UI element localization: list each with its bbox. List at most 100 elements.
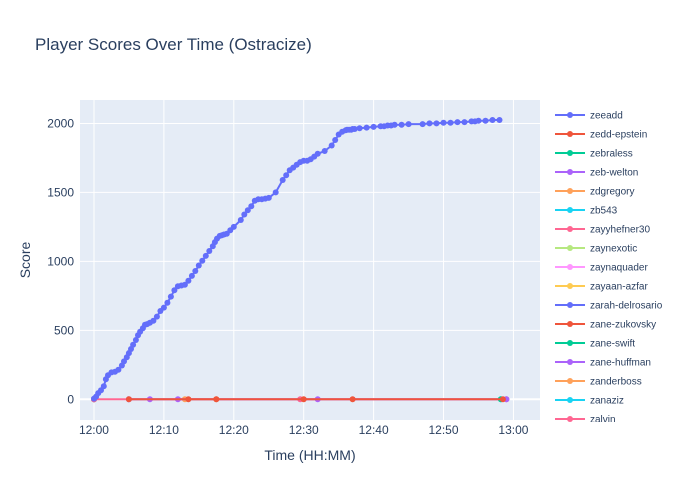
data-point <box>171 287 178 294</box>
data-point <box>314 150 321 157</box>
legend-label: zb543 <box>590 206 618 217</box>
legend-item[interactable]: zane-swift <box>555 339 635 350</box>
data-point <box>370 123 377 130</box>
data-point <box>447 119 454 126</box>
data-point <box>150 317 157 324</box>
legend-item[interactable]: zdgregory <box>555 187 634 198</box>
data-point <box>230 223 237 230</box>
legend-item[interactable]: zeeadd <box>555 111 623 122</box>
legend-label: zeb-welton <box>590 168 638 179</box>
data-point <box>241 211 248 218</box>
legend-label: zayaan-azfar <box>590 282 648 293</box>
data-point <box>213 396 220 403</box>
legend-item[interactable]: zebraless <box>555 149 633 160</box>
data-point <box>300 396 307 403</box>
legend-item[interactable]: zarah-delrosario <box>555 301 663 312</box>
legend-item[interactable]: zayaan-azfar <box>555 282 648 293</box>
data-point <box>356 125 363 132</box>
data-point <box>332 137 339 143</box>
legend-label: zalvin <box>590 415 616 426</box>
legend-marker <box>567 150 573 156</box>
series-zedd-epstein <box>125 396 506 403</box>
legend-label: zedd-epstein <box>590 130 647 141</box>
data-point <box>283 172 290 179</box>
legend-label: zebraless <box>590 149 633 160</box>
data-point <box>265 194 272 201</box>
data-point <box>433 120 440 127</box>
y-tick-label: 2000 <box>47 116 74 130</box>
legend-item[interactable]: zaynexotic <box>555 244 637 255</box>
data-point <box>398 121 405 128</box>
legend-marker <box>567 302 573 308</box>
y-axis-ticks: 0 500 1000 1500 2000 <box>47 116 74 406</box>
legend-item[interactable]: zanaziz <box>555 396 624 407</box>
data-point <box>164 299 171 306</box>
data-point <box>199 257 206 264</box>
x-tick-label: 12:40 <box>359 423 389 437</box>
data-point <box>272 189 279 196</box>
legend-item[interactable]: zayyhefner30 <box>555 225 650 236</box>
data-point <box>125 396 132 403</box>
legend-label: zeeadd <box>590 111 623 122</box>
legend-marker <box>567 340 573 346</box>
data-point <box>237 217 244 223</box>
legend-item[interactable]: zane-zukovsky <box>555 320 656 331</box>
x-axis-title: Time (HH:MM) <box>264 447 355 463</box>
data-point <box>192 268 199 274</box>
data-point <box>454 119 461 126</box>
data-point <box>185 396 192 403</box>
legend-label: zdgregory <box>590 187 634 198</box>
y-tick-label: 500 <box>54 323 74 337</box>
legend-item[interactable]: zanderboss <box>555 377 642 388</box>
data-point <box>475 117 482 124</box>
legend-item[interactable]: zb543 <box>555 206 618 217</box>
data-point <box>496 117 503 123</box>
chart-title: Player Scores Over Time (Ostracize) <box>35 35 312 54</box>
data-point <box>489 117 496 123</box>
data-point <box>181 281 188 288</box>
data-point <box>206 248 213 254</box>
legend-label: zane-zukovsky <box>590 320 656 331</box>
data-point <box>440 119 447 126</box>
legend-label: zayyhefner30 <box>590 225 650 236</box>
grid <box>80 100 540 420</box>
legend-marker <box>567 131 573 137</box>
data-point <box>328 142 335 149</box>
plot-area <box>80 100 540 420</box>
x-tick-label: 13:00 <box>498 423 528 437</box>
legend-marker <box>567 112 573 118</box>
legend-item[interactable]: zalvin <box>555 415 616 426</box>
x-tick-label: 12:50 <box>429 423 459 437</box>
y-tick-label: 0 <box>67 392 74 406</box>
legend-marker <box>567 359 573 365</box>
data-point <box>100 383 107 390</box>
legend-item[interactable]: zedd-epstein <box>555 130 647 141</box>
data-point <box>499 396 506 403</box>
legend-item[interactable]: zane-huffman <box>555 358 651 369</box>
data-point <box>167 293 174 300</box>
legend-marker <box>567 397 573 403</box>
data-point <box>185 277 192 284</box>
legend-marker <box>567 188 573 194</box>
legend-label: zane-huffman <box>590 358 651 369</box>
legend[interactable]: zeeadd zedd-epstein zebraless zeb-welton zdg… <box>555 111 663 426</box>
legend-item[interactable]: zeb-welton <box>555 168 638 179</box>
y-tick-label: 1500 <box>47 185 74 199</box>
data-point <box>419 121 426 128</box>
legend-marker <box>567 226 573 232</box>
legend-marker <box>567 321 573 327</box>
data-point <box>195 262 202 269</box>
x-tick-label: 12:30 <box>289 423 319 437</box>
data-point <box>349 396 356 403</box>
data-point <box>160 304 167 311</box>
legend-marker <box>567 245 573 251</box>
legend-label: zaynexotic <box>590 244 637 255</box>
data-point <box>115 366 122 373</box>
legend-label: zanaziz <box>590 396 624 407</box>
data-point <box>202 252 209 259</box>
legend-label: zarah-delrosario <box>590 301 663 312</box>
legend-marker <box>567 264 573 270</box>
legend-item[interactable]: zaynaquader <box>555 263 648 274</box>
legend-label: zane-swift <box>590 339 635 350</box>
